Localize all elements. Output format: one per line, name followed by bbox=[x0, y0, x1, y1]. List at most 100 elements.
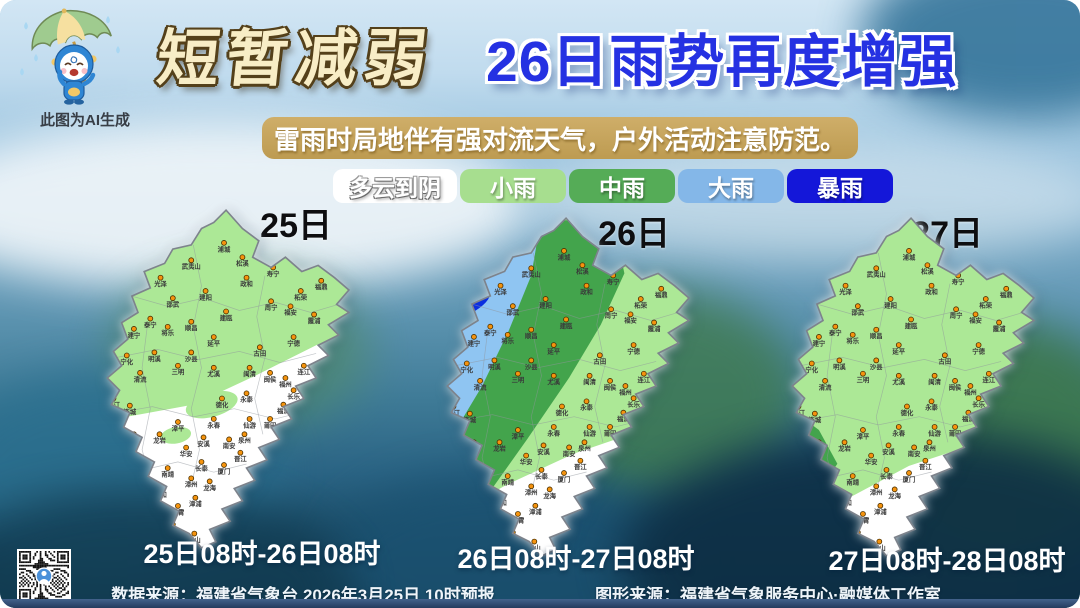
svg-text:将乐: 将乐 bbox=[846, 336, 859, 345]
svg-text:福州: 福州 bbox=[278, 379, 292, 388]
svg-text:南安: 南安 bbox=[563, 449, 576, 458]
rain-legend: 多云到阴 小雨 中雨 大雨 暴雨 bbox=[333, 169, 893, 203]
svg-text:松溪: 松溪 bbox=[921, 267, 934, 276]
svg-text:浦城: 浦城 bbox=[558, 252, 571, 261]
svg-text:泰宁: 泰宁 bbox=[143, 320, 157, 329]
svg-text:福安: 福安 bbox=[968, 316, 982, 325]
svg-text:古田: 古田 bbox=[253, 349, 266, 358]
svg-text:连城: 连城 bbox=[809, 415, 822, 424]
svg-text:武平: 武平 bbox=[450, 455, 463, 464]
svg-text:仙游: 仙游 bbox=[928, 428, 941, 437]
svg-text:福安: 福安 bbox=[623, 316, 637, 325]
svg-text:宁德: 宁德 bbox=[287, 338, 300, 347]
svg-text:莆田: 莆田 bbox=[604, 428, 617, 437]
svg-text:建瓯: 建瓯 bbox=[904, 321, 918, 330]
ai-generated-note: 此图为AI生成 bbox=[40, 112, 131, 129]
svg-text:三明: 三明 bbox=[512, 375, 525, 384]
svg-text:永泰: 永泰 bbox=[239, 395, 253, 404]
svg-text:漳州: 漳州 bbox=[870, 488, 883, 497]
svg-text:福鼎: 福鼎 bbox=[654, 290, 668, 299]
svg-text:泰宁: 泰宁 bbox=[828, 328, 842, 337]
svg-text:晋江: 晋江 bbox=[574, 462, 587, 471]
svg-text:龙海: 龙海 bbox=[202, 483, 216, 492]
svg-text:连城: 连城 bbox=[124, 407, 137, 416]
svg-text:武夷山: 武夷山 bbox=[867, 270, 886, 279]
svg-text:长汀: 长汀 bbox=[107, 400, 120, 409]
svg-text:周宁: 周宁 bbox=[605, 311, 618, 320]
svg-text:沙县: 沙县 bbox=[525, 362, 538, 371]
svg-text:宁化: 宁化 bbox=[120, 357, 133, 366]
svg-text:长汀: 长汀 bbox=[792, 408, 805, 417]
svg-text:将乐: 将乐 bbox=[501, 336, 514, 345]
svg-text:光泽: 光泽 bbox=[838, 287, 852, 296]
svg-text:南安: 南安 bbox=[223, 441, 236, 450]
svg-text:周宁: 周宁 bbox=[950, 311, 963, 320]
svg-text:华安: 华安 bbox=[180, 449, 193, 458]
svg-text:莆田: 莆田 bbox=[264, 420, 277, 429]
svg-text:邵武: 邵武 bbox=[165, 300, 179, 309]
svg-text:长汀: 长汀 bbox=[447, 408, 460, 417]
svg-text:建阳: 建阳 bbox=[198, 292, 212, 301]
svg-text:漳浦: 漳浦 bbox=[529, 507, 542, 516]
qr-code bbox=[17, 549, 71, 603]
svg-text:霞浦: 霞浦 bbox=[993, 324, 1006, 333]
svg-text:漳州: 漳州 bbox=[185, 480, 198, 489]
rain-drops bbox=[20, 16, 120, 76]
svg-text:宁德: 宁德 bbox=[627, 346, 640, 355]
svg-text:建宁: 建宁 bbox=[127, 330, 141, 339]
svg-text:长乐: 长乐 bbox=[287, 392, 300, 401]
svg-text:武平: 武平 bbox=[795, 455, 808, 464]
svg-text:尤溪: 尤溪 bbox=[891, 377, 905, 386]
svg-text:霞浦: 霞浦 bbox=[308, 316, 321, 325]
map-panel-day1: 25日 浦城 武夷山 松溪 政和 光泽 邵武 建阳 建瓯 寿宁 福鼎 柘荣 福安 霞浦 周宁 宁德 泰宁 建宁 将… bbox=[58, 204, 390, 552]
svg-text:福安: 福安 bbox=[283, 308, 297, 317]
map-caption-day1: 25日08时-26日08时 bbox=[143, 539, 381, 569]
svg-text:古田: 古田 bbox=[938, 357, 951, 366]
svg-text:晋江: 晋江 bbox=[919, 462, 932, 471]
svg-text:沙县: 沙县 bbox=[870, 362, 883, 371]
svg-text:建阳: 建阳 bbox=[883, 300, 897, 309]
svg-text:福州: 福州 bbox=[963, 387, 977, 396]
svg-text:光泽: 光泽 bbox=[493, 287, 507, 296]
svg-text:厦门: 厦门 bbox=[217, 466, 231, 475]
svg-text:龙岩: 龙岩 bbox=[492, 444, 506, 453]
svg-text:龙岩: 龙岩 bbox=[837, 444, 851, 453]
svg-text:泉州: 泉州 bbox=[238, 436, 251, 445]
svg-text:永泰: 永泰 bbox=[579, 403, 593, 412]
svg-text:闽侯: 闽侯 bbox=[949, 382, 962, 391]
svg-text:连城: 连城 bbox=[464, 415, 477, 424]
warning-banner: 雷雨时局地伴有强对流天气，户外活动注意防范。 bbox=[262, 117, 858, 159]
svg-text:邵武: 邵武 bbox=[505, 308, 519, 317]
warning-banner-text: 雷雨时局地伴有强对流天气，户外活动注意防范。 bbox=[273, 124, 846, 155]
legend-heavy-rain: 大雨 bbox=[678, 169, 784, 203]
svg-text:武夷山: 武夷山 bbox=[522, 270, 541, 279]
svg-text:闽侯: 闽侯 bbox=[604, 382, 617, 391]
svg-text:霞浦: 霞浦 bbox=[648, 324, 661, 333]
svg-text:漳平: 漳平 bbox=[512, 431, 525, 440]
mascot-illustration bbox=[20, 8, 120, 105]
svg-text:顺昌: 顺昌 bbox=[185, 323, 198, 332]
svg-text:福鼎: 福鼎 bbox=[999, 290, 1013, 299]
svg-text:寿宁: 寿宁 bbox=[267, 269, 280, 278]
svg-text:政和: 政和 bbox=[580, 287, 593, 296]
title-main: 26日雨势再度增强 bbox=[486, 30, 958, 94]
svg-text:福清: 福清 bbox=[961, 414, 975, 423]
svg-text:邵武: 邵武 bbox=[850, 308, 864, 317]
svg-text:安溪: 安溪 bbox=[537, 447, 550, 456]
svg-text:松溪: 松溪 bbox=[576, 267, 589, 276]
svg-text:漳平: 漳平 bbox=[172, 423, 185, 432]
svg-text:政和: 政和 bbox=[240, 279, 253, 288]
svg-text:政和: 政和 bbox=[925, 287, 938, 296]
legend-storm-rain: 暴雨 bbox=[787, 169, 893, 203]
map-panel-day2: 26日 浦城 武夷山 松溪 政和 光泽 邵武 建阳 建瓯 寿宁 福鼎 柘荣 福安 霞浦 周宁 宁德 泰宁 建宁 将… bbox=[398, 212, 730, 560]
svg-text:德化: 德化 bbox=[216, 400, 229, 409]
svg-text:建瓯: 建瓯 bbox=[219, 313, 233, 322]
svg-text:华安: 华安 bbox=[865, 457, 878, 466]
map-date-label: 25日 bbox=[260, 207, 332, 245]
map-caption-day2: 26日08时-27日08时 bbox=[457, 544, 695, 574]
svg-text:柘荣: 柘荣 bbox=[978, 300, 992, 309]
